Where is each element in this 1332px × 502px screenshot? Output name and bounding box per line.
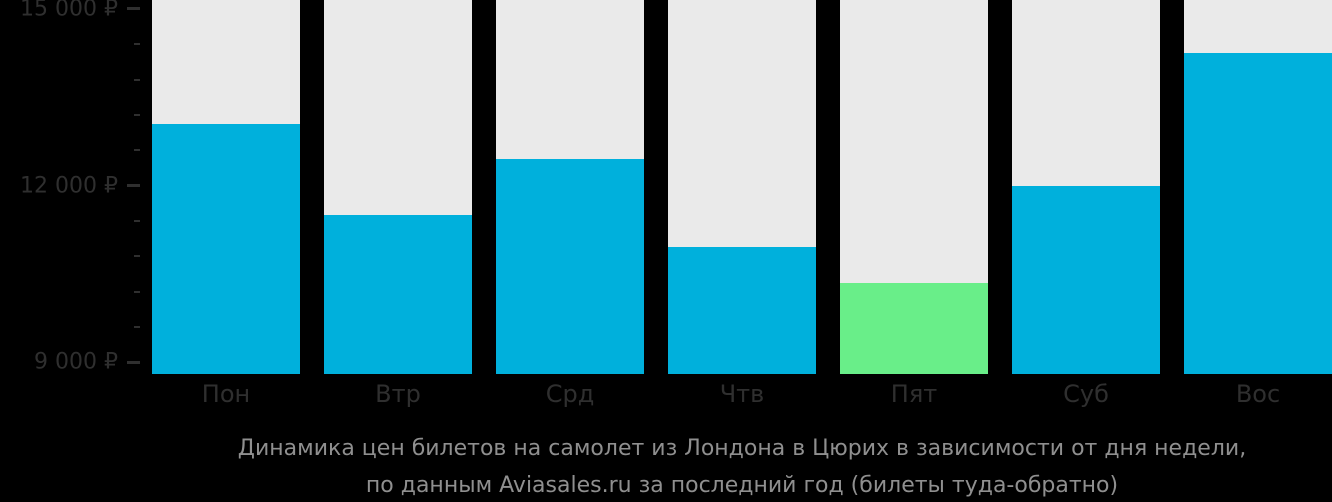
- chart-caption: Динамика цен билетов на самолет из Лондо…: [152, 430, 1332, 502]
- y-major-tick: [127, 360, 140, 364]
- plot-area: [152, 0, 1332, 374]
- bar-column-Пят: [840, 0, 988, 374]
- min-price-bar-Пят: [840, 282, 988, 374]
- y-tick-label: 15 000 ₽: [20, 0, 118, 22]
- price-bar-Вос: [1184, 53, 1332, 374]
- y-tick-label: 12 000 ₽: [20, 173, 118, 199]
- bar-column-Срд: [496, 0, 644, 374]
- price-bar-Пон: [152, 123, 300, 374]
- y-major-tick: [127, 7, 140, 11]
- bar-column-Втр: [324, 0, 472, 374]
- x-tick-label-Пят: Пят: [890, 380, 938, 408]
- x-tick-label-Втр: Втр: [375, 380, 421, 408]
- bar-column-Вос: [1184, 0, 1332, 374]
- y-minor-tick: [134, 255, 140, 258]
- price-bar-Чтв: [668, 247, 816, 374]
- y-minor-tick: [134, 78, 140, 81]
- x-axis-labels: Пон Втр Срд Чтв Пят Суб Вос: [152, 380, 1332, 408]
- caption-line-2: по данным Aviasales.ru за последний год …: [365, 473, 1119, 498]
- x-tick-label-Чтв: Чтв: [719, 380, 765, 408]
- x-tick-label-Пон: Пон: [201, 380, 251, 408]
- x-tick-label-Срд: Срд: [545, 380, 595, 408]
- y-minor-tick: [134, 290, 140, 293]
- price-bar-Втр: [324, 214, 472, 374]
- y-minor-tick: [134, 43, 140, 46]
- caption-line-1: Динамика цен билетов на самолет из Лондо…: [237, 436, 1247, 461]
- y-minor-tick: [134, 219, 140, 222]
- y-minor-tick: [134, 325, 140, 328]
- y-axis: 15 000 ₽ 12 000 ₽ 9 000 ₽: [0, 0, 152, 375]
- y-minor-tick: [134, 149, 140, 152]
- bar-column-Пон: [152, 0, 300, 374]
- bar-column-Чтв: [668, 0, 816, 374]
- y-tick-label: 9 000 ₽: [34, 349, 118, 375]
- price-bar-Суб: [1012, 185, 1160, 374]
- x-tick-label-Вос: Вос: [1235, 380, 1281, 408]
- price-bar-Срд: [496, 159, 644, 374]
- y-minor-tick: [134, 113, 140, 116]
- y-major-tick: [127, 184, 140, 188]
- x-tick-label-Суб: Суб: [1063, 380, 1109, 408]
- bar-column-Суб: [1012, 0, 1160, 374]
